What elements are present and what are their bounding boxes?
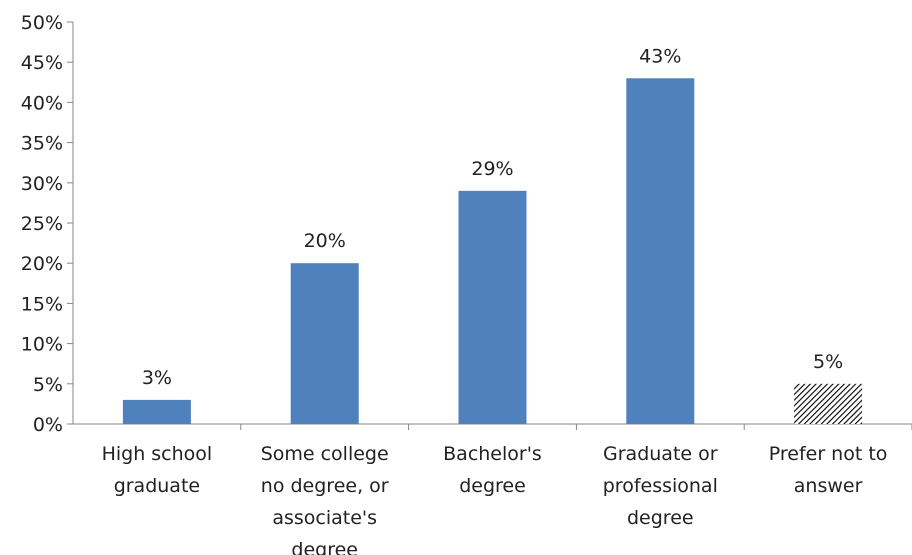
- category-label-line: graduate: [114, 475, 200, 497]
- category-label-line: professional: [603, 475, 718, 497]
- y-tick-label: 30%: [21, 173, 63, 195]
- category-label-line: Some college: [261, 443, 389, 465]
- y-tick-label: 35%: [21, 133, 63, 155]
- y-tick-label: 25%: [21, 213, 63, 235]
- category-label-line: answer: [794, 475, 863, 497]
- category-label: High school graduate: [102, 443, 213, 497]
- data-label: 3%: [142, 367, 172, 389]
- bars: [122, 78, 863, 424]
- category-label-line: degree: [627, 507, 694, 529]
- category-label: Bachelor's degree: [443, 443, 542, 497]
- y-tick-label: 5%: [33, 374, 63, 396]
- y-tick-label: 10%: [21, 334, 63, 356]
- category-label-line: Prefer not to: [769, 443, 888, 465]
- category-label-line: Graduate or: [603, 443, 718, 465]
- category-label-line: Bachelor's: [443, 443, 542, 465]
- bar: [626, 78, 695, 424]
- category-label-line: degree: [291, 539, 358, 555]
- bar: [458, 190, 527, 424]
- bar: [290, 263, 359, 424]
- data-label: 43%: [639, 45, 681, 67]
- category-label: Prefer not to answer: [769, 443, 888, 497]
- data-label: 20%: [304, 230, 346, 252]
- category-label-line: no degree, or: [261, 475, 389, 497]
- data-labels: 3% 20% 29% 43% 5%: [142, 45, 843, 389]
- bar: [794, 383, 863, 424]
- y-tick-label: 45%: [21, 52, 63, 74]
- category-label-line: High school: [102, 443, 213, 465]
- y-axis: 0% 5% 10% 15% 20% 25% 30% 35% 40% 45% 50%: [21, 12, 74, 436]
- category-label-line: degree: [459, 475, 526, 497]
- category-label: Graduate or professional degree: [603, 443, 718, 529]
- data-label: 29%: [471, 158, 513, 180]
- bar: [122, 399, 191, 424]
- y-tick-label: 50%: [21, 12, 63, 34]
- y-tick-label: 0%: [33, 414, 63, 436]
- data-label: 5%: [813, 351, 843, 373]
- y-tick-label: 15%: [21, 293, 63, 315]
- category-label-line: associate's: [272, 507, 377, 529]
- category-label: Some college no degree, or associate's degr…: [261, 443, 389, 555]
- y-tick-label: 40%: [21, 92, 63, 114]
- y-tick-label: 20%: [21, 253, 63, 275]
- x-axis: [73, 423, 912, 430]
- category-labels: High school graduate Some college no degree…: [102, 443, 888, 555]
